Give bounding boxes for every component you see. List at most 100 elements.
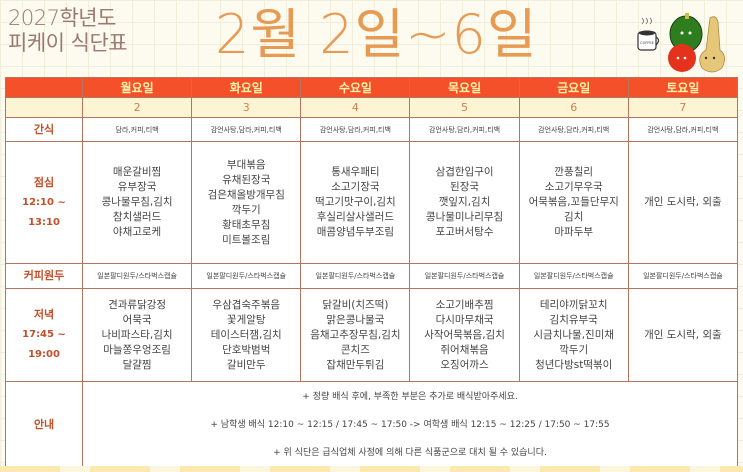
coffee-row: 커피원두 일본팔디원두/스타벅스캡슐 일본팔디원두/스타벅스캡슐 일본팔디원두/… bbox=[5, 263, 739, 289]
dinner-cell: 개인 도시락, 외출 bbox=[627, 288, 739, 382]
menu-item: 포고버서탕수 bbox=[435, 226, 494, 238]
notice-row: 안내 + 정량 배식 후에, 부족한 부분은 추가로 배식받아주세요. + 남학… bbox=[5, 381, 738, 468]
menu-item: 콩나물미나리무침 bbox=[425, 211, 504, 223]
menu-item: 마늘쫑우엉조림 bbox=[103, 343, 171, 356]
snack-cell: 감언사탕,담라,커피,티백 bbox=[300, 117, 411, 142]
menu-item: 다시마무채국 bbox=[435, 313, 494, 326]
dinner-time: 17:45 ~ 19:00 bbox=[22, 329, 66, 360]
menu-item: 매콤양념두부조림 bbox=[316, 226, 395, 238]
date-cell: 7 bbox=[627, 97, 739, 118]
lunch-cell: 개인 도시락, 외출 bbox=[627, 141, 739, 264]
notice-line: + 정량 배식 후에, 부족한 부분은 추가로 배식받아주세요. bbox=[302, 391, 518, 402]
menu-item: 콘치즈 bbox=[340, 343, 370, 356]
menu-item: 견과류닭강정 bbox=[108, 298, 167, 311]
snack-cell: 감언사탕,담라,커피,티백 bbox=[627, 117, 739, 142]
menu-item: 테리야끼닭꼬치 bbox=[539, 298, 608, 311]
subtitle-year: 2027학년도 bbox=[8, 6, 116, 30]
date-cell: 4 bbox=[300, 97, 411, 118]
menu-item: 유부장국 bbox=[117, 181, 157, 193]
dinner-cell: 닭갈비(치즈떡) 맑은콩나물국 음채고추장무침,김치 콘치즈 잡채만두튀김 bbox=[300, 288, 411, 382]
menu-item: 나비파스타,김치 bbox=[101, 328, 173, 341]
menu-item: 후실리살사샐러드 bbox=[316, 211, 395, 223]
date-cell: 2 bbox=[81, 97, 193, 118]
bottom-stripe bbox=[0, 466, 743, 472]
date-row: 2 3 4 5 6 7 bbox=[5, 97, 739, 118]
menu-item: 청년다방st떡볶이 bbox=[535, 358, 613, 371]
menu-item: 테이스터잼,김치 bbox=[210, 328, 282, 341]
lunch-cell: 부대볶음 유채된장국 검은채올방개무침 깍두기 황태초무침 미트볼조림 bbox=[191, 141, 302, 264]
coffee-cell: 일본팔디원두/스타벅스캡슐 bbox=[81, 263, 193, 289]
menu-item: 콩나물무침,김치 bbox=[101, 196, 173, 208]
lunch-label: 점심 12:10 ~ 13:10 bbox=[5, 141, 83, 264]
snack-row: 간식 담라,커피,티백 감언사탕,담라,커피,티백 감언사탕,담라,커피,티백 … bbox=[5, 117, 739, 142]
weekday-header: 수요일 bbox=[300, 77, 411, 98]
menu-item: 어묵볶음,꼬들단무지 bbox=[528, 196, 619, 208]
menu-item: 깍두기 bbox=[559, 343, 589, 356]
weekly-menu-table: 월요일 화요일 수요일 목요일 금요일 토요일 2 3 4 5 6 7 간식 담… bbox=[5, 77, 739, 468]
menu-item: 음채고추장무침,김치 bbox=[310, 328, 401, 341]
dinner-title: 저녁 bbox=[33, 308, 55, 321]
vegetable-coffee-illustration: COFFEE bbox=[637, 13, 725, 73]
coffee-cell: 일본팔디원두/스타벅스캡슐 bbox=[627, 263, 739, 289]
menu-item: 삼겹한입구이 bbox=[435, 166, 494, 178]
weekday-header: 화요일 bbox=[191, 77, 302, 98]
snack-label: 간식 bbox=[5, 117, 83, 142]
menu-item: 마파두부 bbox=[554, 226, 594, 238]
menu-item: 맑은콩나물국 bbox=[326, 313, 385, 326]
menu-item: 깻잎지,김치 bbox=[438, 196, 491, 208]
menu-item: 소고기무우국 bbox=[544, 181, 603, 193]
menu-item: 소고기장국 bbox=[331, 181, 380, 193]
menu-item: 닭갈비(치즈떡) bbox=[322, 298, 389, 311]
lunch-cell: 삼겹한입구이 된장국 깻잎지,김치 콩나물미나리무침 포고버서탕수 bbox=[409, 141, 520, 264]
coffee-label: COFFEE bbox=[640, 41, 654, 45]
coffee-cup-icon: COFFEE bbox=[637, 17, 660, 51]
subtitle-name: 피케이 식단표 bbox=[8, 31, 128, 55]
menu-item: 사작어묵볶음,김치 bbox=[424, 328, 505, 341]
date-cell: 6 bbox=[518, 97, 629, 118]
coffee-cell: 일본팔디원두/스타벅스캡슐 bbox=[300, 263, 411, 289]
menu-item: 꽃게알탕 bbox=[226, 313, 266, 326]
weekday-header-row: 월요일 화요일 수요일 목요일 금요일 토요일 bbox=[5, 77, 739, 98]
snack-cell: 감언사탕,담라,커피,티백 bbox=[409, 117, 520, 142]
weekday-header: 목요일 bbox=[409, 77, 520, 98]
menu-item: 깍두기 bbox=[231, 203, 261, 216]
menu-item: 유채된장국 bbox=[222, 173, 271, 186]
menu-item: 시금치나물,진미채 bbox=[533, 328, 615, 341]
corner-cell bbox=[5, 77, 83, 98]
menu-item: 달걀찜 bbox=[122, 358, 152, 371]
menu-item: 떡고기맛구이,김치 bbox=[315, 196, 396, 208]
menu-item: 황태초무침 bbox=[222, 218, 271, 231]
menu-item: 갈비만두 bbox=[226, 358, 266, 371]
menu-item: 통새우패티 bbox=[331, 166, 380, 178]
menu-item: 단호박범벅 bbox=[222, 343, 271, 356]
notice-line: + 남학생 배식 12:10 ~ 12:15 / 17:45 ~ 17:50 -… bbox=[210, 419, 610, 430]
menu-item: 김치 bbox=[564, 211, 584, 223]
menu-item: 소고기배추찜 bbox=[435, 298, 494, 311]
date-label-cell bbox=[5, 97, 83, 118]
dinner-cell: 우삼겹숙주볶음 꽃게알탕 테이스터잼,김치 단호박범벅 갈비만두 bbox=[191, 288, 302, 382]
menu-item: 쥐어채볶음 bbox=[440, 343, 489, 356]
menu-item: 어묵국 bbox=[122, 313, 152, 326]
coffee-label: 커피원두 bbox=[5, 263, 83, 289]
menu-item: 야채고로케 bbox=[112, 226, 162, 238]
weekday-header: 토요일 bbox=[627, 77, 739, 98]
menu-item: 깐풍칠리 bbox=[554, 166, 594, 178]
lunch-cell: 매운갈비찜 유부장국 콩나물무침,김치 참치샐러드 야채고로케 bbox=[81, 141, 193, 264]
menu-subtitle: 2027학년도 피케이 식단표 bbox=[8, 6, 128, 56]
menu-item: 김치유부국 bbox=[549, 313, 598, 326]
weekday-header: 월요일 bbox=[81, 77, 193, 98]
snack-cell: 감언사탕,담라,커피,티백 bbox=[518, 117, 629, 142]
menu-item: 오징어까스 bbox=[440, 358, 489, 371]
menu-item: 개인 도시락, 외출 bbox=[644, 328, 722, 341]
notice-label: 안내 bbox=[5, 381, 83, 468]
snack-cell: 담라,커피,티백 bbox=[81, 117, 193, 142]
menu-item: 매운갈비찜 bbox=[112, 166, 162, 178]
lunch-title: 점심 bbox=[33, 175, 55, 189]
lunch-time: 12:10 ~ 13:10 bbox=[22, 196, 66, 228]
